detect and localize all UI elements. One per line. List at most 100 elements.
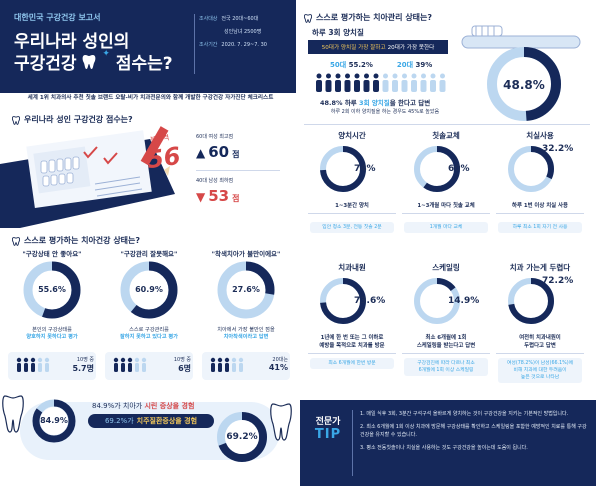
low-score-row: ▼ 53 점 [196, 187, 284, 205]
age-label: 20대 [396, 61, 414, 69]
card-sub-text: 여성(78.2%)이 남성(66.1%)에 비해 치과에 대한 두려움이 높은 것으… [498, 358, 582, 383]
card-sub: 구강검진에 따라 다르나 최소 [417, 361, 475, 366]
person-icon [363, 73, 370, 92]
brushing-big-pct: 48.8% [503, 78, 545, 92]
brushing-banner: 50대가 양치질 가장 잘하고 20대가 가장 못한다 [308, 40, 448, 54]
stat-label: 10명 중 [173, 357, 191, 363]
mgmt-card: 양치시간 74% 1~3분간 양치 입안 청소 3분, 전동 칫솔 2분 [306, 130, 398, 258]
mgmt-card: 치실사용 32.2% 하루 1번 이상 치실 사용 하루 최소 1회 자기 전 … [494, 130, 586, 258]
sensitivity-donut-2 [217, 412, 267, 462]
card-main: 여전히 치과내원이 [519, 335, 561, 341]
assess-pct: 27.6% [232, 285, 260, 294]
card-sub: 1개월 마다 교체 [429, 225, 463, 230]
meta-value: 전국 20대~60대 [221, 16, 259, 22]
stat-value: 5.7명 [72, 364, 94, 373]
assess-pct: 55.6% [38, 285, 66, 294]
tip-divider [352, 410, 353, 476]
molar-icon [270, 403, 292, 441]
header-title-2: 구강건강 ✦ 점수는? [14, 49, 173, 75]
assess-donut [23, 261, 81, 319]
card-sub: 최소 6개월에 한번 방문 [328, 361, 376, 366]
low-score-value: 53 [208, 187, 230, 205]
card-main: 두렵다고 답변 [524, 343, 556, 349]
brushing-desc-2: 하루 2회 이하 양치질을 하는 경우도 45%로 높았음 [330, 109, 440, 115]
people-icon [210, 357, 244, 372]
up-arrow-icon: ▲ [196, 146, 206, 160]
meta-value: 성인남녀 2500명 [224, 29, 262, 35]
tip-list: 1. 매일 식후 3회, 3분간 구석구석 올바르게 양치하는 것이 구강건강을… [360, 410, 588, 452]
card-sub-text: 1개월 마다 교체 [404, 222, 488, 233]
tip-item: 1. 매일 식후 3회, 3분간 구석구석 올바르게 양치하는 것이 구강건강을… [360, 411, 569, 417]
sensitivity-pct-2: 69.2% [226, 432, 258, 442]
card-main-text: 1년에 한 번 또는 그 이하로 예방을 목적으로 치과를 방문 [308, 334, 396, 354]
score-divider [196, 170, 280, 171]
desc-line: 스스로 구강관리를 [129, 327, 169, 333]
meta-label: 조사기간 [199, 42, 218, 48]
age-stat-50: 50대 55.2% [330, 60, 373, 70]
sensitivity-line-1: 84.9%가 치아가 시린 증상을 경험 [92, 401, 194, 411]
paper-score: 56 [145, 141, 183, 175]
line-highlight: 시린 증상을 경험 [144, 402, 195, 410]
people-icon [16, 357, 50, 372]
sensitivity-donut-1 [32, 399, 76, 443]
card-main-text: 하루 1번 이상 치실 사용 [496, 202, 584, 214]
person-icon [325, 73, 332, 92]
title-part-a: 구강건강 [14, 54, 77, 74]
person-icon [439, 73, 446, 92]
person-icon [401, 73, 408, 92]
assess-column: "구강관리 잘못해요" 60.9% 스스로 구강관리를 잘하지 못하고 있다고 … [105, 248, 193, 388]
card-sub: 여성(78.2%)이 남성(66.1%)에 [507, 361, 573, 366]
card-pct: 32.2% [542, 144, 574, 154]
header-kicker: 대한민국 구강건강 보고서 [14, 12, 101, 23]
meta-row-3: 조사기간 2020. 7. 29~7. 30 [199, 42, 294, 49]
assess-quote: "구강관리 잘못해요" [120, 250, 178, 258]
card-main-text: 최소 6개월에 1회 스케일링을 받는다고 답변 [402, 334, 490, 354]
card-sub-text: 입안 청소 3분, 전동 칫솔 2분 [310, 222, 394, 233]
mgmt-card: 칫솔교체 60% 1~3개월 마다 칫솔 교체 1개월 마다 교체 [400, 130, 492, 258]
card-pct: 72.2% [542, 276, 574, 286]
high-score-row: ▲ 60 점 [196, 143, 284, 161]
card-donut [320, 278, 366, 324]
person-icon [420, 73, 427, 92]
assess-stat [8, 352, 96, 380]
card-main-text: 1~3분간 양치 [308, 202, 396, 214]
people-icon [113, 357, 147, 372]
desc-highlight: 3회 양치질 [359, 99, 390, 107]
high-score-block: 60대 여성 최고점 ▲ 60 점 [196, 134, 284, 161]
age-stats: 50대 55.2% 20대 39% [330, 60, 432, 70]
card-title: 양치시간 [338, 131, 366, 140]
assess-stat-text: 10명 중 5.7명 [54, 356, 94, 374]
meta-row-2: 성인남녀 2500명 [199, 29, 294, 36]
card-donut [414, 278, 460, 324]
card-sub: 6개월에 1회 이상 스케일링 [418, 368, 474, 373]
assess-stat-text: 20대는 41% [248, 356, 288, 372]
assess-donut [120, 261, 178, 319]
card-pct: 74% [354, 164, 376, 174]
card-title: 치과 가는게 두렵다 [509, 263, 571, 272]
mgmt-card: 치과내원 73.6% 1년에 한 번 또는 그 이하로 예방을 목적으로 치과를 … [306, 262, 398, 390]
card-sub: 입안 청소 3분, 전동 칫솔 2분 [322, 225, 382, 230]
card-sub: 하루 최소 1회 자기 전 사용 [512, 225, 568, 230]
sensitivity-pct-1: 84.9% [40, 416, 68, 425]
score-illustration: 56 불합격 60대 여성 최고점 ▲ 60 점 40대 남성 최하점 ▼ 53… [0, 124, 296, 228]
toothbrush-illustration [461, 25, 581, 121]
header-panel: 대한민국 구강건강 보고서 우리나라 성인의 구강건강 ✦ 점수는? 조사대상 전… [0, 0, 296, 93]
assess-desc: 스스로 구강관리를 잘하지 못하고 있다고 평가 [105, 327, 193, 341]
assess-stat-text: 10명 중 6명 [151, 356, 191, 374]
card-sub-text: 하루 최소 1회 자기 전 사용 [498, 222, 582, 233]
card-sub-text: 구강검진에 따라 다르나 최소 6개월에 1회 이상 스케일링 [404, 358, 488, 376]
stat-value: 6명 [178, 364, 191, 373]
tip-label: 전문가 TIP [310, 414, 346, 442]
tip-item: 2. 최소 6개월에 1회 이상 치과에 방문해 구강상태를 확인하고 스케일링… [360, 424, 587, 438]
age-value: 39% [415, 61, 433, 69]
high-score-label: 60대 여성 최고점 [196, 134, 234, 140]
banner-text: 20대가 가장 못한다 [387, 45, 435, 51]
brushing-title: 하루 3회 양치질 [312, 28, 364, 37]
tooth-icon [303, 8, 313, 27]
age-label: 50대 [330, 61, 347, 69]
low-score-label: 40대 남성 최하점 [196, 178, 234, 184]
card-sub-text: 최소 6개월에 한번 방문 [310, 358, 394, 369]
tooth-icon [11, 231, 21, 250]
